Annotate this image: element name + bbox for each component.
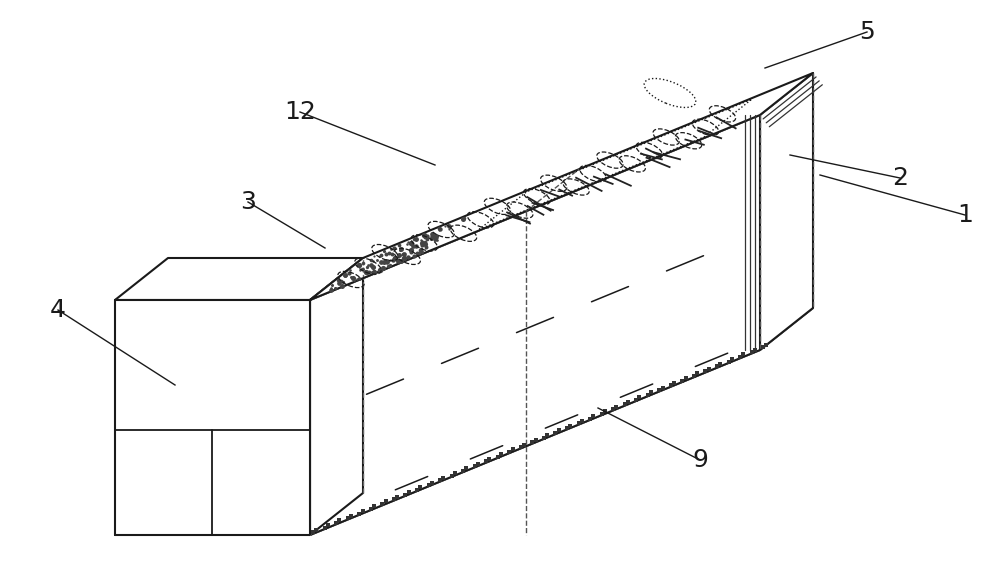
Text: 4: 4 xyxy=(50,298,66,322)
Polygon shape xyxy=(310,73,813,300)
Polygon shape xyxy=(760,73,813,350)
Polygon shape xyxy=(310,258,363,535)
Text: 9: 9 xyxy=(692,448,708,472)
Polygon shape xyxy=(310,308,813,535)
Polygon shape xyxy=(115,300,310,535)
Text: 5: 5 xyxy=(859,20,875,44)
Text: 12: 12 xyxy=(284,100,316,124)
Text: 1: 1 xyxy=(957,203,973,227)
Polygon shape xyxy=(310,115,760,535)
Polygon shape xyxy=(115,258,363,300)
Text: 2: 2 xyxy=(892,166,908,190)
Text: 3: 3 xyxy=(240,190,256,214)
